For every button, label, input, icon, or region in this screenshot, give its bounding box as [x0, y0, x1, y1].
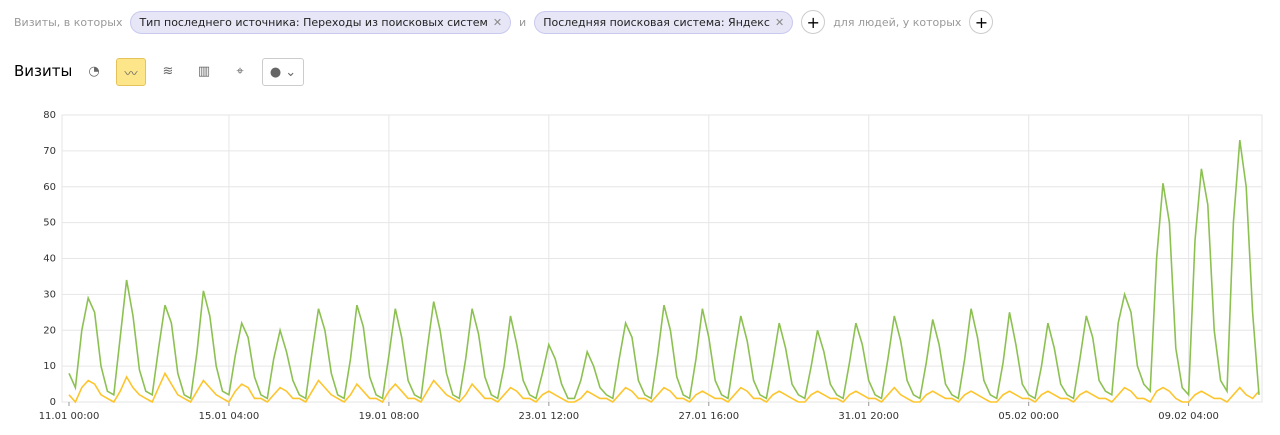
report-title: Визиты: [14, 62, 73, 80]
y-tick-label: 60: [43, 182, 56, 193]
filter-people: для людей, у которых: [833, 15, 962, 29]
x-tick-label: 27.01 16:00: [678, 411, 739, 422]
x-tick-label: 31.01 20:00: [838, 411, 899, 422]
line-button[interactable]: 〰: [116, 58, 146, 86]
y-tick-label: 80: [43, 110, 56, 121]
chart-type-switch: ◔ 〰 ≋ ▥ ⌖ ● ⌄: [80, 58, 304, 86]
pie-button[interactable]: ◔: [88, 63, 100, 79]
x-tick-label: 05.02 00:00: [998, 411, 1059, 422]
series-line: [68, 371, 1260, 404]
add-filter[interactable]: +: [969, 10, 994, 34]
series-line: [68, 139, 1260, 400]
y-tick-label: 30: [43, 289, 56, 300]
filter-prefix: Визиты, в которых: [14, 15, 123, 29]
chip-label: Последняя поисковая система: Яндекс: [543, 15, 770, 29]
y-tick-label: 0: [50, 397, 56, 408]
x-tick-label: 11.01 00:00: [39, 411, 100, 422]
x-tick-label: 15.01 04:00: [199, 411, 260, 422]
add-filter[interactable]: +: [801, 10, 826, 34]
chip-label: Тип последнего источника: Переходы из по…: [139, 15, 488, 29]
y-tick-label: 20: [43, 325, 56, 336]
bar-button[interactable]: ▥: [197, 63, 211, 79]
x-tick-label: 23.01 12:00: [519, 411, 580, 422]
y-tick-label: 70: [43, 146, 56, 157]
filter-chip[interactable]: Последняя поисковая система: Яндекс ✕: [534, 10, 794, 34]
x-tick-label: 19.01 08:00: [359, 411, 420, 422]
y-tick-label: 40: [43, 254, 56, 265]
y-tick-label: 50: [43, 218, 56, 229]
filter-bar: Визиты, в которых Тип последнего источни…: [14, 10, 994, 34]
annotation-button[interactable]: ● ⌄: [262, 58, 304, 86]
filter-chip[interactable]: Тип последнего источника: Переходы из по…: [130, 10, 512, 34]
y-tick-label: 10: [43, 361, 56, 372]
area-button[interactable]: ≋: [162, 63, 174, 79]
x-tick-label: 09.02 04:00: [1158, 411, 1219, 422]
map-button[interactable]: ⌖: [236, 63, 244, 79]
filter-joiner: и: [519, 15, 527, 29]
